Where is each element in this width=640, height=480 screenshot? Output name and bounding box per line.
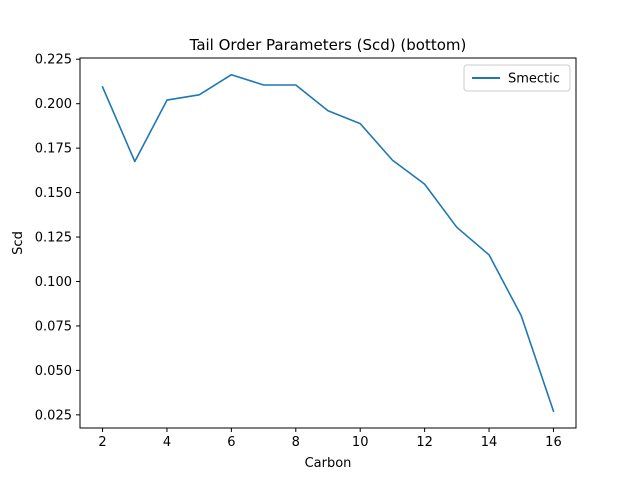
x-axis: 2 4 6 8 10 12 14 16 bbox=[98, 428, 562, 450]
x-tick-label: 4 bbox=[163, 435, 171, 450]
y-axis: 0.025 0.050 0.075 0.100 0.125 0.150 0.175 0.200… bbox=[35, 53, 80, 423]
series-layer bbox=[101, 73, 555, 413]
x-tick-label: 16 bbox=[545, 435, 562, 450]
chart-title: Tail Order Parameters (Scd) (bottom) bbox=[189, 36, 467, 54]
legend: Smectic bbox=[463, 64, 571, 92]
x-tick-label: 8 bbox=[292, 435, 300, 450]
x-tick-label: 12 bbox=[416, 435, 433, 450]
y-tick-label: 0.100 bbox=[35, 275, 72, 290]
y-tick-label: 0.075 bbox=[35, 319, 72, 334]
x-tick-label: 2 bbox=[98, 435, 106, 450]
y-axis-title: Scd bbox=[11, 231, 26, 255]
legend-label: Smectic bbox=[508, 72, 560, 87]
series-line-smectic bbox=[101, 73, 555, 413]
y-tick-label: 0.200 bbox=[35, 97, 72, 112]
y-tick-label: 0.150 bbox=[35, 186, 72, 201]
x-axis-title: Carbon bbox=[305, 456, 352, 471]
plot-area bbox=[79, 57, 577, 429]
y-tick-label: 0.225 bbox=[35, 53, 72, 68]
plot-frame bbox=[79, 57, 577, 429]
y-tick-label: 0.125 bbox=[35, 231, 72, 246]
y-tick-label: 0.050 bbox=[35, 364, 72, 379]
x-tick-label: 10 bbox=[352, 435, 369, 450]
legend-box bbox=[463, 64, 571, 92]
x-tick-label: 14 bbox=[481, 435, 498, 450]
y-tick-label: 0.175 bbox=[35, 142, 72, 157]
y-tick-label: 0.025 bbox=[35, 408, 72, 423]
x-tick-label: 6 bbox=[227, 435, 235, 450]
